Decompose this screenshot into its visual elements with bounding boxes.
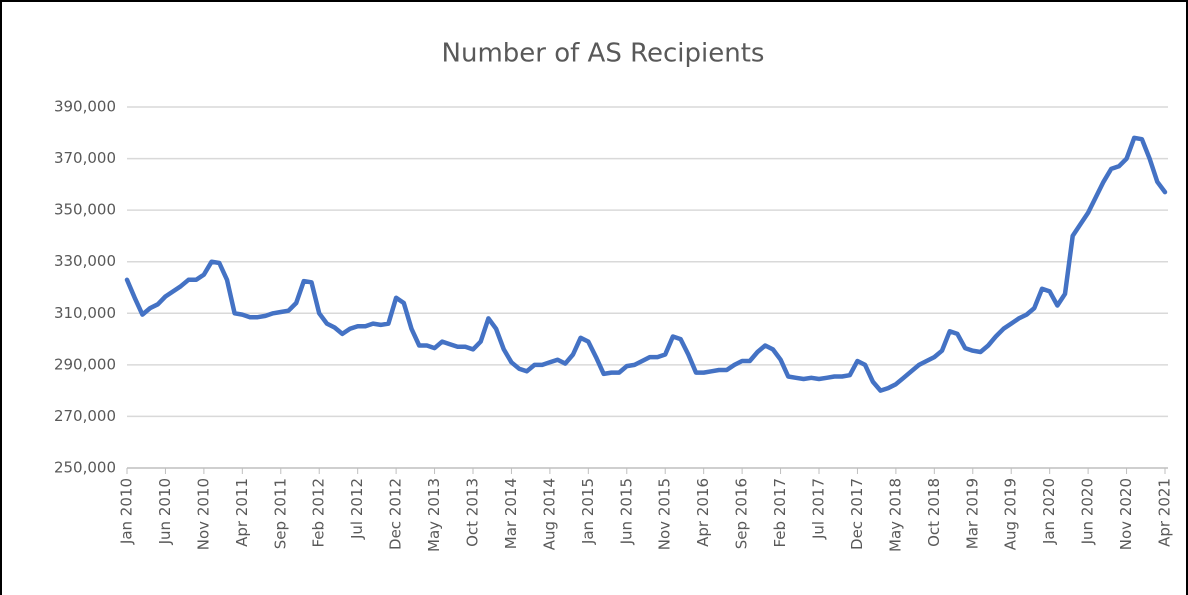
x-tick-label: Jul 2012 (348, 478, 366, 540)
x-tick-label: Aug 2014 (540, 478, 558, 550)
x-tick-label: Mar 2019 (963, 478, 981, 549)
y-tick-label: 330,000 (54, 252, 116, 270)
x-tick-label: Nov 2010 (194, 478, 212, 550)
x-tick-label: Feb 2017 (771, 478, 789, 548)
x-tick-label: Apr 2016 (694, 478, 712, 547)
x-tick-label: Jul 2017 (810, 478, 828, 540)
y-tick-label: 310,000 (54, 304, 116, 322)
x-tick-label: Apr 2011 (233, 478, 251, 547)
x-tick-label: Jun 2010 (156, 478, 174, 545)
x-tick-label: Jun 2015 (617, 478, 635, 545)
x-tick-label: Aug 2019 (1002, 478, 1020, 550)
x-tick-label: Jan 2010 (118, 478, 136, 545)
y-tick-label: 290,000 (54, 355, 116, 373)
y-tick-label: 250,000 (54, 459, 116, 477)
y-tick-label: 390,000 (54, 98, 116, 116)
x-tick-label: Nov 2015 (656, 478, 674, 550)
x-tick-label: Nov 2020 (1117, 478, 1135, 550)
y-tick-label: 350,000 (54, 201, 116, 219)
x-tick-label: Feb 2012 (310, 478, 328, 548)
x-tick-label: Apr 2021 (1156, 478, 1174, 547)
x-tick-label: Sep 2016 (733, 478, 751, 549)
x-tick-label: May 2013 (425, 478, 443, 552)
x-tick-label: Jun 2020 (1079, 478, 1097, 545)
y-tick-label: 270,000 (54, 407, 116, 425)
x-tick-label: Mar 2014 (502, 478, 520, 549)
x-tick-label: Sep 2011 (271, 478, 289, 549)
x-tick-label: Dec 2012 (387, 478, 405, 550)
x-tick-label: Oct 2013 (464, 478, 482, 547)
x-tick-label: Jan 2020 (1040, 478, 1058, 545)
x-tick-label: May 2018 (886, 478, 904, 552)
chart-title: Number of AS Recipients (442, 39, 765, 69)
x-tick-label: Jan 2015 (579, 478, 597, 545)
y-tick-label: 370,000 (54, 149, 116, 167)
data-line (124, 135, 1168, 393)
x-tick-label: Dec 2017 (848, 478, 866, 550)
x-tick-label: Oct 2018 (925, 478, 943, 547)
